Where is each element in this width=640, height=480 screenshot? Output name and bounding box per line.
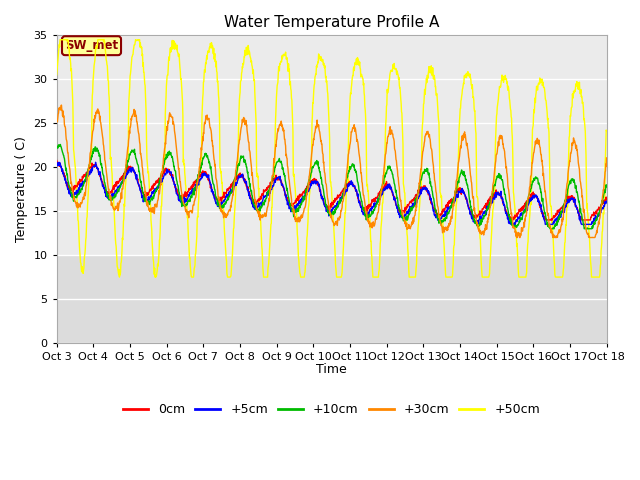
Bar	[57, 167, 607, 255]
Legend: 0cm, +5cm, +10cm, +30cm, +50cm: 0cm, +5cm, +10cm, +30cm, +50cm	[118, 398, 545, 421]
Title: Water Temperature Profile A: Water Temperature Profile A	[224, 15, 439, 30]
X-axis label: Time: Time	[316, 363, 347, 376]
Text: SW_met: SW_met	[65, 39, 118, 52]
Bar	[57, 79, 607, 167]
Bar	[57, 0, 607, 79]
Y-axis label: Temperature ( C): Temperature ( C)	[15, 136, 28, 242]
